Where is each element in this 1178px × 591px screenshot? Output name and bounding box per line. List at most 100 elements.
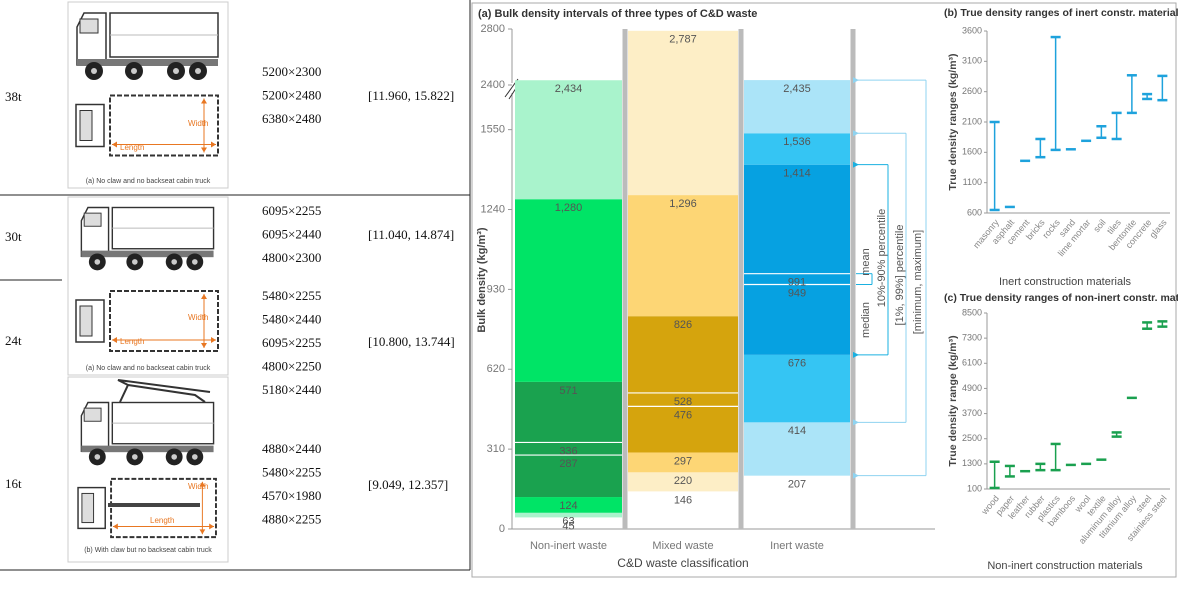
value-label: 414 bbox=[788, 425, 806, 437]
x-tick-label: glass bbox=[1148, 217, 1169, 240]
y-tick-label: 3600 bbox=[962, 25, 982, 35]
value-label: 991 bbox=[788, 277, 806, 289]
value-label: 1,280 bbox=[555, 202, 583, 214]
load: 24t bbox=[5, 333, 22, 348]
range: [11.040, 14.874] bbox=[368, 227, 454, 242]
size: 4570×1980 bbox=[262, 488, 321, 503]
y-tick-label: 930 bbox=[487, 283, 505, 295]
value-label: 676 bbox=[788, 358, 806, 370]
value-label: 146 bbox=[674, 494, 692, 506]
y-tick-label: 3700 bbox=[962, 408, 982, 418]
y-tick-label: 2800 bbox=[481, 23, 505, 35]
size: 4880×2440 bbox=[262, 441, 321, 456]
y-axis-label: Bulk density (kg/m³) bbox=[476, 227, 488, 332]
y-tick-label: 620 bbox=[487, 363, 505, 375]
annotation: [minimum, maximum] bbox=[912, 230, 924, 335]
x-tick-label: Mixed waste bbox=[652, 540, 713, 552]
range: [10.800, 13.744] bbox=[368, 334, 455, 349]
chart-title: (a) Bulk density intervals of three type… bbox=[478, 8, 757, 20]
y-tick-label: 3100 bbox=[962, 56, 982, 66]
value-label: 45 bbox=[562, 520, 574, 532]
value-label: 220 bbox=[674, 475, 692, 487]
size: 5480×2440 bbox=[262, 311, 321, 326]
value-label: 571 bbox=[559, 385, 577, 397]
width-label: Width bbox=[188, 313, 208, 322]
annotation: mean bbox=[860, 248, 872, 276]
y-tick-label: 1550 bbox=[481, 124, 505, 136]
value-label: 2,434 bbox=[555, 83, 583, 95]
interval-band bbox=[628, 195, 738, 317]
y-tick-label: 2600 bbox=[962, 86, 982, 96]
truck-drawing: Width Length (a) No claw and no backseat… bbox=[67, 1, 229, 189]
interval-band bbox=[628, 452, 738, 473]
size: 4800×2250 bbox=[262, 358, 321, 373]
y-tick-label: 310 bbox=[487, 443, 505, 455]
interval-band bbox=[628, 316, 738, 453]
interval-band bbox=[515, 80, 622, 200]
value-label: 2,787 bbox=[669, 34, 697, 46]
size: 4880×2255 bbox=[262, 511, 321, 526]
range: [11.960, 15.822] bbox=[368, 88, 454, 103]
interval-band bbox=[515, 497, 622, 513]
y-axis-label: True density range (kg/m³) bbox=[947, 335, 959, 466]
x-tick-label: Inert waste bbox=[770, 540, 824, 552]
x-axis-label: Inert construction materials bbox=[999, 276, 1132, 288]
table-lines bbox=[0, 0, 471, 571]
interval-band bbox=[515, 199, 622, 382]
interval-band bbox=[744, 80, 850, 134]
size: 5480×2255 bbox=[262, 288, 321, 303]
interval-band bbox=[515, 381, 622, 498]
load: 38t bbox=[5, 89, 22, 104]
annotation: [1%, 99%] percentile bbox=[894, 225, 906, 326]
width-label: Width bbox=[188, 119, 208, 128]
interval-band bbox=[515, 512, 622, 518]
value-label: 1,536 bbox=[783, 136, 811, 148]
size: 6095×2255 bbox=[262, 335, 321, 350]
size: 6095×2255 bbox=[262, 203, 321, 218]
separator bbox=[738, 29, 744, 529]
value-label: 287 bbox=[559, 458, 577, 470]
value-label: 2,435 bbox=[783, 83, 811, 95]
x-tick-label: soil bbox=[1091, 217, 1107, 234]
value-label: 207 bbox=[788, 479, 806, 491]
separator bbox=[850, 29, 856, 529]
value-label: 476 bbox=[674, 409, 692, 421]
chart-title: (b) True density ranges of inert constr.… bbox=[944, 7, 1178, 19]
length-label: Length bbox=[120, 337, 144, 346]
value-label: 528 bbox=[674, 396, 692, 408]
size: 5480×2255 bbox=[262, 464, 321, 479]
y-tick-label: 0 bbox=[499, 523, 505, 535]
range: [9.049, 12.357] bbox=[368, 477, 448, 492]
figure-frame bbox=[471, 2, 1177, 578]
value-label: 1,414 bbox=[783, 168, 811, 180]
load: 16t bbox=[5, 476, 22, 491]
y-tick-label: 4900 bbox=[962, 383, 982, 393]
interval-band bbox=[628, 30, 738, 196]
y-axis-label: True density ranges (kg/m³) bbox=[947, 53, 959, 190]
y-tick-label: 1300 bbox=[962, 458, 982, 468]
size: 5180×2440 bbox=[262, 382, 321, 397]
interval-band bbox=[744, 133, 850, 165]
caption: (a) No claw and no backseat cabin truck bbox=[86, 178, 211, 185]
y-tick-label: 600 bbox=[967, 207, 982, 217]
y-tick-label: 8500 bbox=[962, 307, 982, 317]
y-tick-label: 2500 bbox=[962, 433, 982, 443]
size: 5200×2300 bbox=[262, 64, 321, 79]
truck-drawing: Width Length (b) With claw but no backse… bbox=[67, 376, 229, 563]
y-tick-label: 2100 bbox=[962, 116, 982, 126]
interval-band bbox=[744, 164, 850, 355]
load: 30t bbox=[5, 229, 22, 244]
interval-band bbox=[744, 354, 850, 423]
caption: (a) No claw and no backseat cabin truck bbox=[86, 365, 211, 372]
y-tick-label: 1100 bbox=[963, 177, 982, 187]
y-tick-label: 100 bbox=[967, 483, 982, 493]
value-label: 336 bbox=[559, 445, 577, 457]
width-label: Width bbox=[188, 482, 208, 491]
value-label: 124 bbox=[559, 500, 577, 512]
annotation: median bbox=[860, 302, 872, 338]
value-label: 63 bbox=[562, 516, 574, 528]
y-tick-label: 1600 bbox=[962, 147, 982, 157]
length-label: Length bbox=[150, 516, 174, 525]
y-tick-label: 7300 bbox=[962, 333, 982, 343]
